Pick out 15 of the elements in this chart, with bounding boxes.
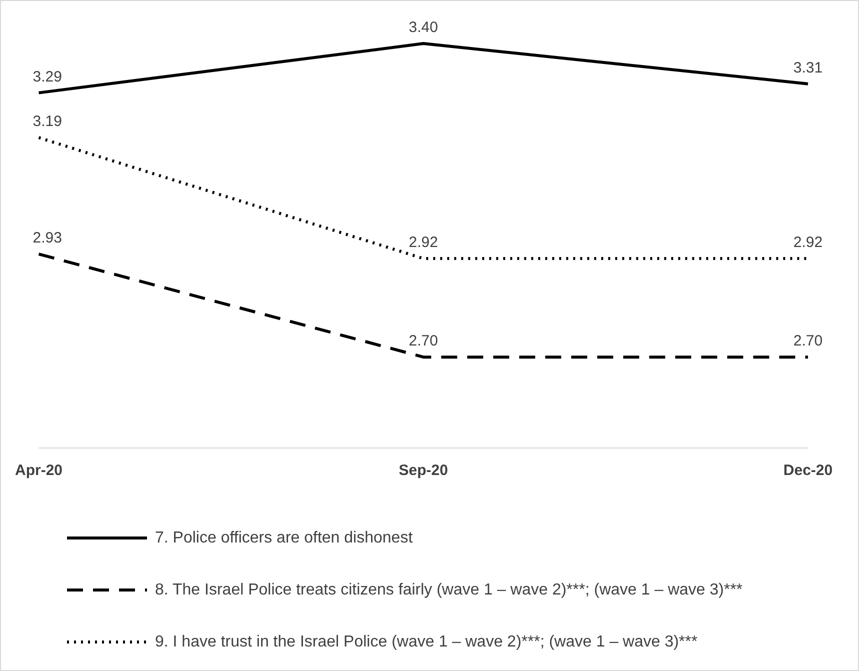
data-label: 2.93 [32, 230, 62, 247]
x-tick-label: Apr-20 [15, 462, 63, 480]
data-label: 2.70 [793, 332, 823, 350]
legend-label: 7. Police officers are often dishonest [155, 529, 414, 546]
data-label: 2.92 [793, 234, 823, 252]
data-label: 3.40 [408, 19, 438, 36]
data-label: 3.29 [32, 68, 62, 86]
data-label: 2.70 [408, 332, 438, 350]
legend-label: 9. I have trust in the Israel Police (wave 1 – wave 2)***; (wave 1 – wave 3)*** [155, 633, 698, 650]
x-tick-label: Sep-20 [398, 462, 448, 480]
data-label: 3.31 [793, 59, 823, 76]
legend-label: 8. The Israel Police treats citizens fairly (wave 1 – wave 2)***; (wave 1 – wave 3)*** [155, 581, 743, 598]
data-label: 2.92 [408, 234, 438, 252]
data-label: 3.19 [32, 113, 62, 130]
x-tick-label: Dec-20 [783, 462, 833, 480]
